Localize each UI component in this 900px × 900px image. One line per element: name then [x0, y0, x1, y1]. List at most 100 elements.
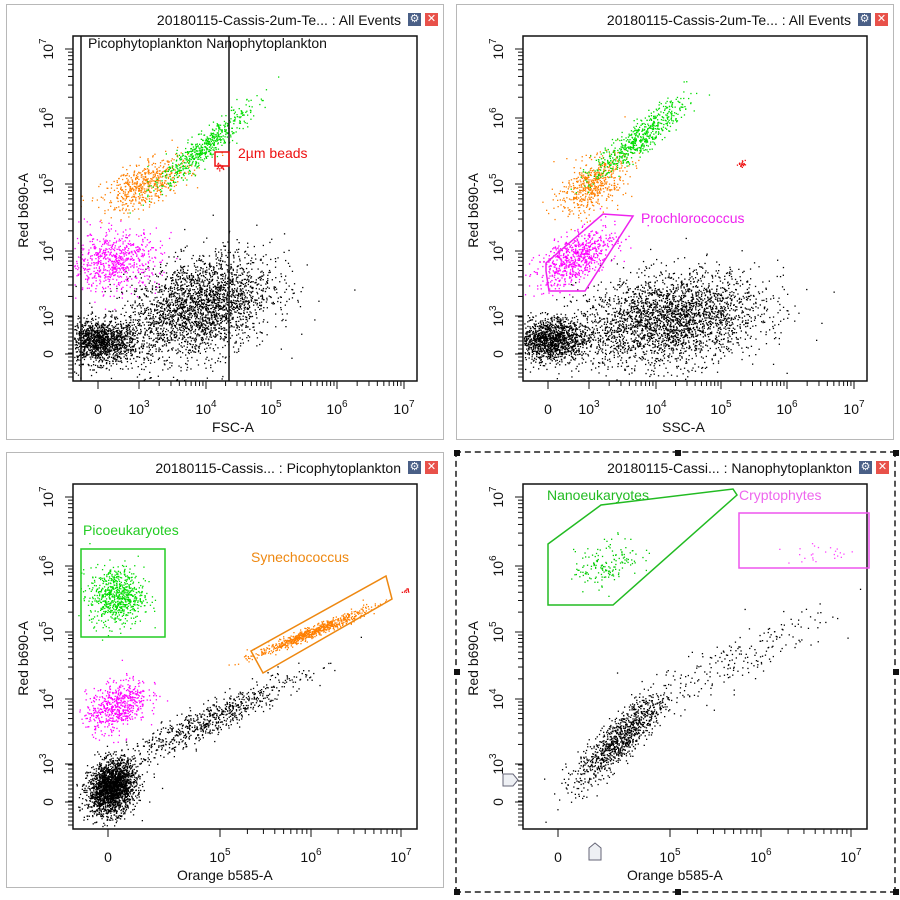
event-dot	[143, 359, 145, 361]
options-icon[interactable]: ⚙	[408, 13, 421, 26]
event-dot	[162, 303, 164, 305]
event-dot	[179, 328, 181, 330]
event-dot	[87, 253, 89, 255]
event-dot	[125, 194, 128, 196]
close-icon[interactable]: ✕	[425, 13, 438, 26]
event-dot	[199, 304, 201, 306]
event-dot	[209, 266, 211, 268]
event-dot	[139, 197, 141, 199]
plot-window-fsc-vs-red[interactable]: 20180115-Cassis-2um-Te... : All Events ⚙ ✕…	[6, 4, 444, 440]
event-dot	[263, 274, 265, 276]
event-dot	[82, 326, 84, 328]
event-dot	[163, 308, 166, 310]
event-dot	[202, 308, 204, 310]
event-dot	[185, 172, 187, 175]
event-dot	[147, 261, 149, 263]
event-dot	[163, 298, 165, 300]
event-dot	[252, 295, 254, 298]
event-dot	[140, 325, 142, 327]
event-dot	[187, 313, 189, 315]
event-dot	[134, 349, 137, 351]
event-dot	[118, 282, 120, 284]
event-dot	[199, 320, 201, 322]
event-dot	[121, 251, 123, 253]
event-dot	[92, 319, 94, 321]
event-dot	[151, 353, 154, 355]
event-dot	[96, 253, 98, 256]
event-dot	[152, 314, 155, 316]
event-dot	[227, 280, 229, 283]
event-dot	[205, 317, 207, 319]
event-dot	[120, 342, 122, 344]
event-dot	[179, 334, 182, 336]
event-dot	[113, 358, 115, 360]
event-dot	[111, 263, 113, 265]
event-dot	[168, 324, 171, 326]
event-dot	[102, 323, 104, 325]
event-dot	[133, 346, 135, 348]
event-dot	[158, 173, 161, 175]
event-dot	[156, 282, 158, 284]
event-dot	[218, 259, 220, 261]
event-dot	[113, 332, 115, 334]
event-dot	[182, 321, 185, 323]
event-dot	[96, 262, 98, 264]
event-dot	[121, 345, 123, 347]
event-dot	[198, 280, 200, 282]
event-dot	[120, 257, 122, 259]
event-dot	[124, 347, 126, 349]
event-dot	[186, 285, 188, 287]
event-dot	[133, 263, 135, 266]
event-dot	[159, 316, 161, 319]
event-dot	[221, 282, 223, 284]
event-dot	[154, 309, 156, 311]
event-dot	[187, 161, 189, 163]
event-dot	[151, 285, 154, 287]
event-dot	[236, 269, 238, 271]
event-dot	[117, 267, 119, 269]
event-dot	[171, 362, 173, 364]
event-dot	[139, 285, 141, 287]
event-dot	[212, 266, 214, 268]
event-dot	[112, 329, 114, 331]
event-dot	[108, 310, 110, 312]
event-dot	[136, 376, 139, 378]
event-dot	[170, 320, 172, 322]
event-dot	[184, 336, 186, 339]
event-dot	[172, 293, 174, 295]
event-dot	[211, 323, 213, 325]
event-dot	[285, 319, 287, 321]
event-dot	[102, 337, 105, 339]
event-dot	[139, 156, 141, 158]
event-dot	[194, 332, 196, 335]
event-dot	[231, 272, 233, 274]
event-dot	[206, 322, 208, 324]
event-dot	[176, 309, 178, 312]
event-dot	[238, 308, 241, 310]
event-dot	[198, 334, 200, 336]
event-dot	[87, 328, 89, 330]
event-dot	[154, 265, 156, 267]
event-dot	[139, 183, 141, 185]
event-dot	[242, 323, 244, 325]
event-dot	[181, 274, 184, 276]
event-dot	[212, 214, 214, 216]
event-dot	[242, 315, 244, 317]
event-dot	[253, 304, 255, 306]
event-dot	[223, 304, 225, 306]
event-dot	[284, 304, 286, 306]
event-dot	[160, 302, 163, 304]
event-dot	[220, 288, 222, 290]
event-dot	[164, 176, 166, 178]
event-dot	[91, 350, 93, 352]
event-dot	[113, 335, 115, 337]
event-dot	[114, 256, 117, 258]
event-dot	[169, 342, 171, 344]
event-dot	[164, 340, 166, 342]
event-dot	[189, 314, 191, 316]
event-dot	[144, 308, 146, 310]
event-dot	[244, 251, 246, 253]
event-dot	[128, 263, 130, 265]
event-dot	[210, 327, 212, 329]
event-dot	[122, 344, 125, 346]
